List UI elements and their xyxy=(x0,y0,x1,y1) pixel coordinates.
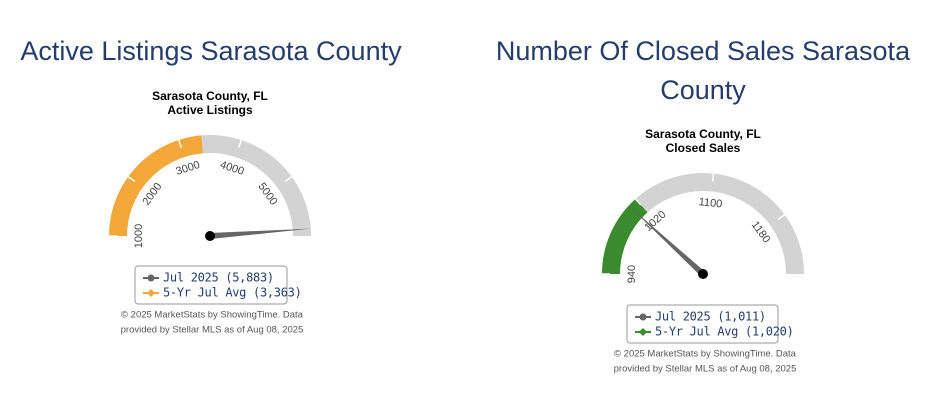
gauge-band xyxy=(109,135,203,236)
chart-subtitle: Sarasota County, FL xyxy=(152,89,268,103)
legend-label: Jul 2025 (5,883) xyxy=(163,271,274,285)
chart-title: Number Of Closed Sales Sarasota County xyxy=(495,36,911,105)
tick-label: 1000 xyxy=(133,224,145,248)
gauge-needle xyxy=(628,205,706,277)
chart-subtitle: Active Listings xyxy=(167,103,253,117)
tick-mark xyxy=(284,176,293,182)
legend-marker xyxy=(639,313,647,321)
tick-mark xyxy=(711,173,715,182)
gauge-needle xyxy=(209,228,311,239)
tick-mark xyxy=(777,214,786,220)
tick-mark xyxy=(238,139,242,148)
gauge-band xyxy=(602,198,648,274)
tick-label: 940 xyxy=(626,265,638,283)
tick-mark xyxy=(127,176,136,182)
chart-title: Active Listings Sarasota County xyxy=(20,36,402,66)
source-note: provided by Stellar MLS as of Aug 08, 20… xyxy=(614,364,797,375)
tick-label: 4000 xyxy=(218,159,245,178)
gauge-track xyxy=(602,173,804,274)
source-note: © 2025 MarketStats by ShowingTime. Data xyxy=(121,310,304,321)
legend-marker xyxy=(147,289,155,297)
legend-label: 5-Yr Jul Avg (1,020) xyxy=(655,325,794,339)
legend-box xyxy=(134,265,288,305)
tick-mark xyxy=(634,198,642,206)
legend-marker xyxy=(147,274,155,282)
legend-label: 5-Yr Jul Avg (3,363) xyxy=(163,286,302,300)
chart-subtitle: Sarasota County, FL xyxy=(645,127,761,141)
source-note: © 2025 MarketStats by ShowingTime. Data xyxy=(614,349,797,360)
tick-label: 3000 xyxy=(175,159,202,178)
legend-box xyxy=(626,304,779,344)
tick-mark xyxy=(178,139,182,148)
needle-pivot xyxy=(698,269,708,279)
legend-marker xyxy=(639,328,647,336)
legend-label: Jul 2025 (1,011) xyxy=(655,310,766,324)
chart-subtitle: Closed Sales xyxy=(666,141,741,155)
source-note: provided by Stellar MLS as of Aug 08, 20… xyxy=(121,325,304,336)
needle-pivot xyxy=(205,231,215,241)
tick-label: 1100 xyxy=(698,196,723,210)
